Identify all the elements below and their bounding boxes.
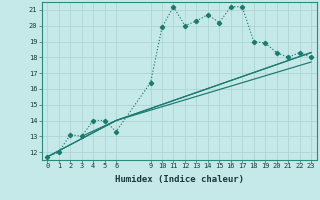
X-axis label: Humidex (Indice chaleur): Humidex (Indice chaleur) [115,175,244,184]
